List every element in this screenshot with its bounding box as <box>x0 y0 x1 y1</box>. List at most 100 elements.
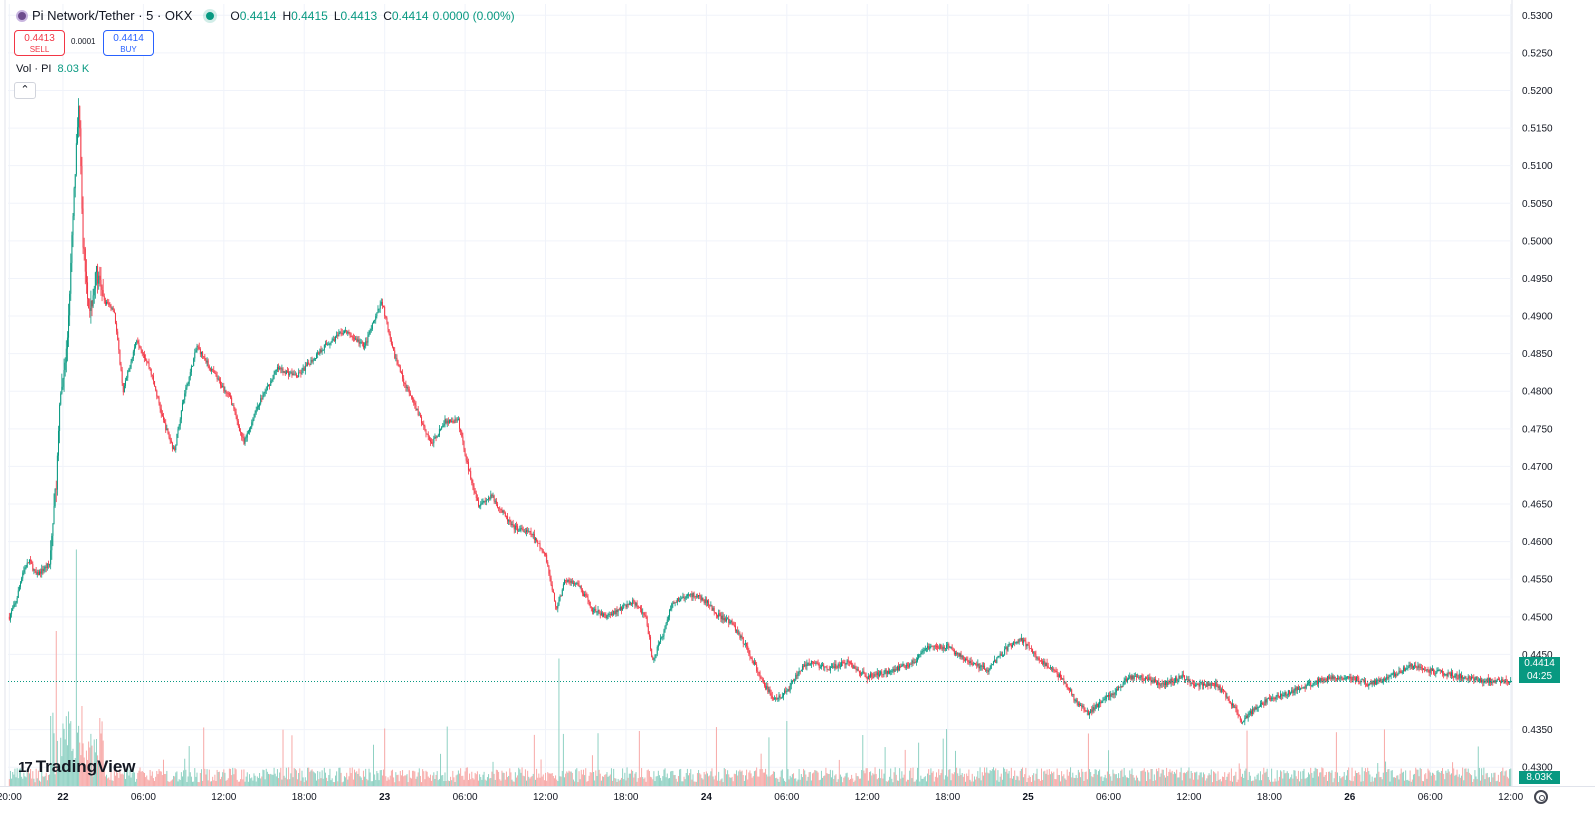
volume-bar <box>1411 779 1413 786</box>
y-tick-label: 0.4650 <box>1522 500 1553 511</box>
volume-bar <box>875 773 877 786</box>
time-axis[interactable]: 20:002206:0012:0018:002306:0012:0018:002… <box>0 792 1524 803</box>
volume-bar <box>1507 778 1509 786</box>
volume-bar <box>550 773 552 786</box>
candle-body <box>725 618 727 622</box>
candle-body <box>551 584 553 591</box>
volume-bar <box>607 776 609 786</box>
collapse-legend-button[interactable]: ⌃ <box>14 82 36 99</box>
volume-bar <box>510 772 512 786</box>
volume-bar <box>1244 770 1246 786</box>
volume-bar <box>437 780 439 786</box>
candle-body <box>757 670 759 673</box>
candle-body <box>1025 641 1027 647</box>
candle-body <box>1159 684 1161 686</box>
volume-bar <box>180 772 182 786</box>
candle-body <box>247 431 249 433</box>
volume-bar <box>845 773 847 786</box>
volume-bar <box>125 778 127 786</box>
candle-body <box>222 386 224 388</box>
candle-body <box>770 693 772 696</box>
candle-body <box>761 678 763 680</box>
candle-body <box>1269 698 1271 700</box>
volume-bar <box>274 773 276 786</box>
sell-button[interactable]: 0.4413 SELL <box>14 30 65 56</box>
candle-body <box>691 593 693 598</box>
candle-body <box>245 437 247 439</box>
candle-body <box>1191 683 1193 684</box>
volume-bar <box>183 770 185 786</box>
candle-body <box>1092 706 1094 712</box>
tradingview-logo[interactable]: 17 TradingView <box>18 757 136 777</box>
candle-body <box>572 583 574 585</box>
candle-body <box>966 658 968 661</box>
volume-bar <box>976 776 978 786</box>
candle-body <box>509 519 511 522</box>
candle-body <box>1479 678 1481 682</box>
candle-body <box>171 442 173 449</box>
candle-body <box>515 525 517 527</box>
candle-body <box>462 436 464 442</box>
candle-body <box>533 533 535 540</box>
volume-bar <box>583 769 585 786</box>
volume-bar <box>384 728 386 786</box>
candle-body <box>170 440 172 443</box>
volume-bar <box>1316 769 1318 786</box>
candle-body <box>142 353 144 355</box>
volume-bar <box>291 735 293 786</box>
volume-bar <box>1218 779 1220 786</box>
symbol-title[interactable]: Pi Network/Tether · 5 · OKX <box>32 8 193 23</box>
volume-bar <box>579 779 581 786</box>
bar-countdown: 04:25 <box>1519 670 1560 683</box>
volume-bar <box>823 776 825 786</box>
volume-bar <box>827 773 829 786</box>
volume-bar <box>473 779 475 786</box>
volume-bar <box>1061 771 1063 786</box>
gear-icon[interactable] <box>1534 790 1548 804</box>
candle-body <box>578 584 580 587</box>
volume-bar <box>1421 780 1423 786</box>
buy-button[interactable]: 0.4414 BUY <box>103 30 154 56</box>
volume-bar <box>489 778 491 786</box>
candle-body <box>1194 684 1196 686</box>
candle-body <box>800 670 802 672</box>
volume-bar <box>1368 771 1370 786</box>
candle-body <box>126 377 128 381</box>
candle-body <box>1169 681 1171 684</box>
volume-bar <box>312 771 314 786</box>
volume-bar <box>1498 781 1500 786</box>
volume-bar <box>590 772 592 786</box>
volume-bar <box>405 775 407 786</box>
volume-bar <box>1114 774 1116 786</box>
volume-bar <box>455 775 457 786</box>
candle-body <box>1348 676 1350 679</box>
candle-body <box>1138 676 1140 678</box>
candle-body <box>161 413 163 417</box>
volume-bar <box>448 781 450 786</box>
candle-body <box>967 660 969 662</box>
volume-bar <box>1148 772 1150 786</box>
candle-body <box>388 329 390 335</box>
candle-body <box>877 672 879 676</box>
volume-label[interactable]: Vol · PI <box>16 63 52 75</box>
volume-bar <box>1331 770 1333 786</box>
candle-body <box>1071 689 1073 695</box>
candle-body <box>794 679 796 681</box>
candle-body <box>873 674 875 678</box>
candle-body <box>152 375 154 381</box>
candle-body <box>933 645 935 647</box>
candle-body <box>1275 696 1277 699</box>
volume-bar <box>643 778 645 786</box>
price-axis[interactable]: 0.53000.52500.52000.51500.51000.50500.50… <box>1522 11 1553 774</box>
volume-bar <box>1132 775 1134 786</box>
volume-bar <box>1280 770 1282 786</box>
volume-bar <box>1461 775 1463 786</box>
candle-body <box>625 604 627 608</box>
volume-bar <box>797 779 799 786</box>
pi-coin-icon <box>16 9 28 22</box>
candle-body <box>1399 670 1401 672</box>
candle-body <box>101 286 103 290</box>
candle-body <box>1264 699 1266 705</box>
